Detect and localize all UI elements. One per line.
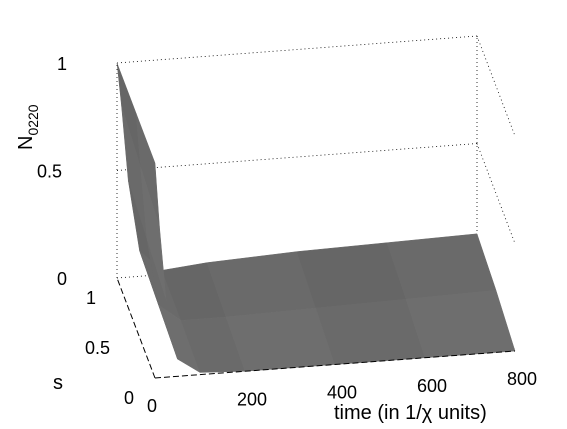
surface-patch-0-5	[206, 251, 317, 318]
x-tick-label-4: 800	[507, 369, 537, 389]
y-tick-label-1: 0.5	[85, 338, 110, 358]
grid-line-z-right-2	[476, 35, 516, 137]
surface-patch-1-6	[315, 298, 426, 365]
grid-line-z-1	[116, 143, 478, 171]
z-tick-label-2: 1	[57, 54, 67, 74]
axes	[116, 63, 516, 379]
surface-patch-0-6	[296, 242, 407, 309]
x-axis-line	[154, 350, 516, 379]
x-tick-label-1: 200	[237, 389, 267, 409]
grid-line-z-2	[116, 35, 478, 64]
z-tick-label-0: 0	[57, 269, 67, 289]
z-axis-label: N0220	[15, 104, 41, 150]
z-tick-label-1: 0.5	[37, 162, 62, 182]
surface-patch-1-7	[405, 289, 516, 359]
surface	[116, 62, 516, 374]
y-axis-line	[116, 277, 156, 379]
z-axis-label-base: N	[15, 136, 37, 150]
x-tick-label-3: 600	[417, 376, 447, 396]
y-tick-label-0: 0	[124, 388, 134, 408]
x-tick-label-2: 400	[327, 383, 357, 403]
surface-patch-0-7	[386, 233, 497, 300]
x-axis-label: time (in 1/χ units)	[334, 402, 487, 424]
y-axis-label: s	[53, 372, 63, 394]
y-tick-label-2: 1	[86, 288, 96, 308]
x-tick-label-0: 0	[147, 396, 157, 416]
surface-patch-1-5	[225, 307, 336, 372]
z-axis-label-subscript: 0220	[25, 104, 41, 135]
grid-line-z-right-1	[476, 143, 516, 244]
